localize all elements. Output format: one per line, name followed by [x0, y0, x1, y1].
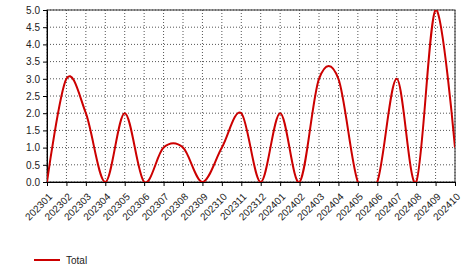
grid-line	[377, 10, 378, 182]
tick-mark	[43, 10, 47, 11]
tick-mark	[222, 182, 223, 186]
axis-line	[48, 183, 456, 187]
tick-mark	[397, 182, 398, 186]
tick-mark	[43, 62, 47, 63]
tick: 3.5	[26, 56, 47, 67]
tick-mark	[280, 182, 281, 186]
tick-mark	[43, 113, 47, 114]
grid-line	[416, 10, 417, 182]
tick-mark	[183, 182, 184, 186]
tick-mark	[43, 165, 47, 166]
tick: 0.5	[26, 160, 47, 171]
tick-label: 3.0	[26, 74, 40, 85]
grid-line	[85, 10, 86, 182]
tick-mark	[86, 182, 87, 186]
legend: Total	[34, 255, 87, 266]
grid-line	[299, 10, 300, 182]
tick-label: 0.5	[26, 160, 40, 171]
grid-line	[280, 10, 281, 182]
grid-line	[124, 10, 125, 182]
grid-line	[260, 10, 261, 182]
tick-mark	[164, 182, 165, 186]
tick: 3.0	[26, 74, 47, 85]
tick-mark	[261, 182, 262, 186]
tick-mark	[105, 182, 106, 186]
grid-line	[105, 10, 106, 182]
tick: 2.5	[26, 91, 47, 102]
grid-line	[183, 10, 184, 182]
tick-mark	[144, 182, 145, 186]
grid-line	[202, 10, 203, 182]
grid-line	[47, 78, 455, 79]
grid-line	[221, 10, 222, 182]
tick-mark	[241, 182, 242, 186]
grid-line	[47, 27, 455, 28]
grid	[47, 10, 455, 182]
grid-line	[144, 10, 145, 182]
tick-label: 4.5	[26, 22, 40, 33]
tick-mark	[338, 182, 339, 186]
grid-line	[357, 10, 358, 182]
tick-label: 1.0	[26, 142, 40, 153]
plot-frame	[47, 10, 455, 182]
grid-line	[47, 61, 455, 62]
tick-mark	[377, 182, 378, 186]
grid-line	[241, 10, 242, 182]
tick-mark	[319, 182, 320, 186]
tick: 202410	[431, 182, 463, 222]
tick-label: 3.5	[26, 56, 40, 67]
grid-line	[163, 10, 164, 182]
chart: 0.0 0.5 1.0 1.5 2.0 2.5 3.0 3.5 4.0 4.5 5.0 2023012…	[0, 0, 466, 272]
grid-line	[47, 44, 455, 45]
plot: 0.0 0.5 1.0 1.5 2.0 2.5 3.0 3.5 4.0 4.5 5.0 2023012…	[23, 5, 463, 223]
tick-mark	[416, 182, 417, 186]
tick-mark	[47, 182, 48, 186]
x-axis: 2023012023022023032023042023052023062023…	[23, 182, 463, 222]
tick-mark	[125, 182, 126, 186]
grid-line	[319, 10, 320, 182]
tick-label: 202410	[431, 191, 463, 223]
legend-swatch	[34, 259, 60, 261]
grid-line	[435, 10, 436, 182]
line	[47, 10, 455, 182]
grid-line	[338, 10, 339, 182]
series-group	[47, 10, 455, 182]
tick-mark	[43, 130, 47, 131]
tick-mark	[43, 79, 47, 80]
grid-line	[396, 10, 397, 182]
grid-line	[47, 164, 455, 165]
tick: 0.0	[26, 177, 47, 188]
tick-mark	[66, 182, 67, 186]
tick-mark	[300, 182, 301, 186]
tick-label: 2.0	[26, 108, 40, 119]
tick: 5.0	[26, 5, 47, 16]
grid-line	[47, 96, 455, 97]
grid-line	[47, 113, 455, 114]
tick: 2.0	[26, 108, 47, 119]
grid-line	[66, 10, 67, 182]
legend-label: Total	[66, 255, 87, 266]
tick-label: 4.0	[26, 39, 40, 50]
tick-label: 0.0	[26, 177, 40, 188]
tick-mark	[43, 44, 47, 45]
tick-label: 2.5	[26, 91, 40, 102]
tick: 1.0	[26, 142, 47, 153]
tick-mark	[202, 182, 203, 186]
tick: 1.5	[26, 125, 47, 136]
tick-mark	[436, 182, 437, 186]
tick-mark	[43, 182, 47, 183]
tick-mark	[43, 96, 47, 97]
tick-mark	[43, 27, 47, 28]
tick: 4.5	[26, 22, 47, 33]
tick-label: 5.0	[26, 5, 40, 16]
y-axis: 0.0 0.5 1.0 1.5 2.0 2.5 3.0 3.5 4.0 4.5 5.0	[26, 5, 47, 188]
grid-line	[47, 130, 455, 131]
tick-label: 1.5	[26, 125, 40, 136]
tick-mark	[455, 182, 456, 186]
axis-line	[43, 11, 48, 183]
tick: 4.0	[26, 39, 47, 50]
tick-mark	[43, 148, 47, 149]
tick-mark	[358, 182, 359, 186]
